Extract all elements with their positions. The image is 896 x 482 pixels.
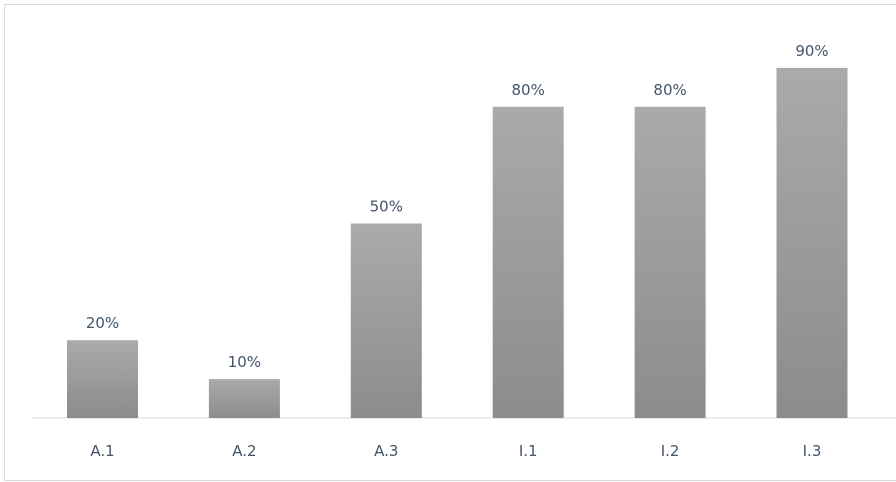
bars-group	[67, 67, 848, 419]
chart-frame	[4, 4, 896, 481]
value-label-i-2: 80%	[653, 81, 686, 99]
bar-a-2	[208, 379, 280, 418]
x-tick-label-a-2: A.2	[232, 442, 256, 460]
bar-a-1	[67, 340, 138, 418]
x-tick-label-a-1: A.1	[90, 442, 114, 460]
value-labels-group: 20% 10% 50% 80% 80% 90%	[86, 42, 829, 371]
value-label-a-2: 10%	[228, 353, 261, 371]
value-label-a-3: 50%	[370, 198, 403, 216]
bar-i-1	[492, 106, 564, 419]
x-tick-label-i-1: I.1	[519, 442, 538, 460]
bar-i-3	[776, 67, 848, 419]
value-label-i-3: 90%	[795, 42, 828, 60]
bar-i-2	[634, 106, 706, 419]
x-tick-label-i-3: I.3	[803, 442, 822, 460]
value-label-i-1: 80%	[512, 81, 545, 99]
bar-a-3	[350, 223, 422, 418]
x-tick-label-a-3: A.3	[374, 442, 398, 460]
x-tick-label-i-2: I.2	[661, 442, 680, 460]
x-tick-labels-group: A.1 A.2 A.3 I.1 I.2 I.3	[90, 442, 821, 460]
value-label-a-1: 20%	[86, 314, 119, 332]
